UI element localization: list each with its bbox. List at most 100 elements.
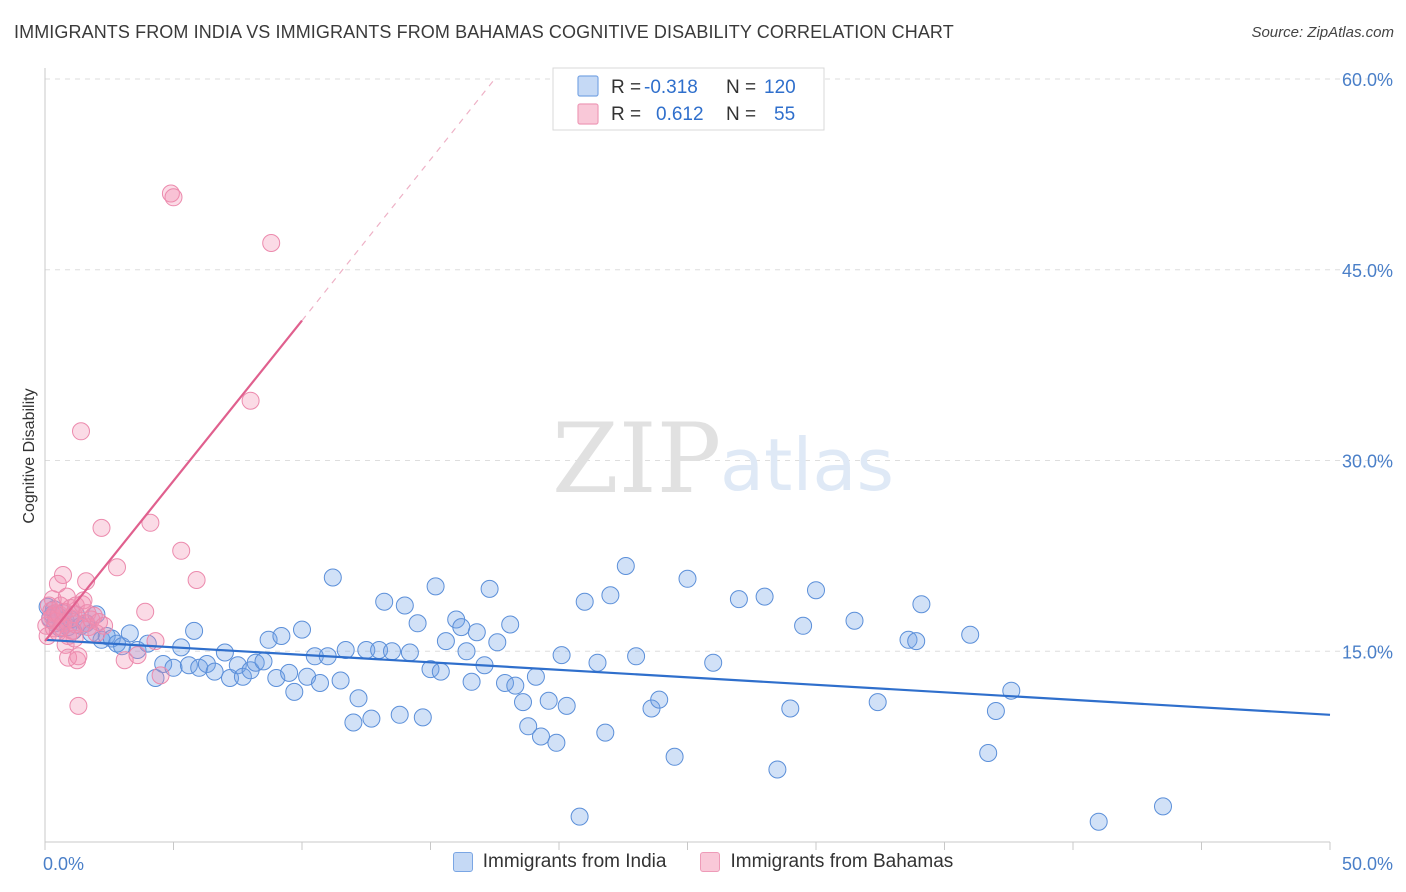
india-point-49 (311, 674, 329, 692)
india-point-79 (501, 615, 520, 634)
india-point-111 (912, 595, 931, 614)
india-point-54 (344, 713, 363, 732)
tick-labels: 15.0% 30.0% 45.0% 60.0% 0.0% 50.0% (43, 70, 1393, 874)
india-point-101 (729, 590, 748, 609)
india-point-92 (596, 723, 615, 742)
india-point-93 (601, 586, 620, 605)
india-point-25 (146, 669, 165, 687)
india-point-30 (185, 621, 204, 640)
y-tick-label-1: 30.0% (1342, 452, 1393, 472)
india-point-45 (285, 682, 304, 701)
axes (44, 68, 1331, 850)
legend-r-label-india: R = (611, 77, 641, 98)
y-axis-label: Cognitive Disability (21, 388, 38, 523)
india-point-84 (532, 727, 550, 746)
india-point-113 (979, 744, 998, 762)
legend-r-value-india: -0.318 (644, 77, 698, 98)
india-point-77 (488, 633, 507, 652)
india-point-33 (205, 662, 224, 681)
india-point-32 (197, 655, 216, 673)
india-point-60 (383, 642, 401, 661)
legend-n-label-india: N = (726, 77, 756, 98)
trend-lines (44, 78, 1331, 716)
india-point-98 (665, 747, 684, 766)
india-point-105 (794, 616, 813, 635)
india-point-85 (539, 691, 558, 710)
india-point-67 (426, 577, 445, 596)
series-india-points (38, 557, 1172, 831)
chart-source: Source: ZipAtlas.com (1251, 24, 1394, 41)
india-point-71 (452, 618, 471, 637)
india-point-46 (293, 620, 311, 639)
legend-swatch-india (577, 75, 599, 97)
india-point-82 (519, 717, 538, 736)
bahamas-point-30 (69, 696, 88, 715)
india-point-39 (246, 653, 265, 672)
bahamas-point-10 (48, 574, 67, 593)
trend-line-bahamas-extension (301, 78, 496, 321)
india-point-106 (807, 581, 825, 600)
india-point-114 (986, 702, 1005, 720)
bottom-legend-label-bahamas: Immigrants from Bahamas (730, 851, 954, 872)
y-tick-label-0: 15.0% (1342, 642, 1393, 662)
india-point-59 (375, 592, 394, 611)
india-point-62 (395, 596, 414, 615)
bottom-legend-swatch-india (452, 852, 473, 872)
india-point-99 (678, 569, 697, 588)
bahamas-point-53 (164, 188, 183, 207)
bahamas-point-56 (241, 391, 260, 410)
india-point-110 (907, 632, 926, 651)
india-point-102 (755, 587, 774, 606)
legend-n-label-bahamas: N = (726, 104, 756, 125)
india-point-72 (457, 642, 476, 661)
india-point-40 (254, 652, 273, 671)
india-point-86 (547, 733, 566, 752)
india-point-117 (1154, 797, 1172, 816)
bottom-legend: Immigrants from India Immigrants from Ba… (0, 851, 1406, 873)
bahamas-point-49 (141, 513, 160, 532)
bahamas-point-32 (72, 422, 90, 441)
india-point-89 (570, 807, 589, 826)
india-point-26 (154, 655, 173, 673)
india-point-34 (215, 643, 234, 662)
grid-lines (45, 78, 1395, 652)
bahamas-point-44 (95, 616, 114, 635)
india-point-52 (331, 671, 350, 690)
legend-swatch-bahamas (577, 103, 599, 125)
india-point-57 (362, 709, 381, 728)
bahamas-point-45 (108, 558, 126, 577)
india-point-76 (480, 579, 499, 598)
legend-r-value-bahamas: 0.612 (656, 104, 704, 125)
india-point-112 (961, 625, 980, 644)
india-point-64 (408, 614, 427, 633)
india-point-97 (650, 690, 669, 709)
x-tick-label-0: 0.0% (43, 854, 84, 874)
legend-r-label-bahamas: R = (611, 104, 641, 125)
india-point-68 (431, 662, 450, 681)
india-point-95 (627, 647, 646, 666)
india-point-116 (1089, 812, 1108, 831)
bahamas-point-48 (136, 602, 155, 621)
bottom-legend-swatch-bahamas (700, 852, 721, 872)
bahamas-point-43 (92, 518, 111, 537)
bahamas-point-55 (187, 571, 206, 589)
india-point-91 (588, 653, 607, 672)
india-point-88 (557, 696, 576, 715)
y-tick-label-3: 60.0% (1342, 70, 1393, 90)
india-point-55 (349, 689, 368, 708)
india-point-83 (526, 667, 545, 686)
india-point-109 (899, 630, 918, 649)
bahamas-point-15 (54, 566, 72, 584)
india-point-61 (390, 705, 409, 724)
legend-box: R = -0.318 N = 120 R = 0.612 N = 55 (552, 67, 825, 131)
watermark-atlas: atlas (720, 423, 894, 507)
bahamas-point-31 (69, 647, 88, 666)
india-point-65 (413, 708, 432, 727)
india-point-29 (179, 656, 198, 675)
india-point-81 (514, 693, 532, 712)
india-point-104 (781, 699, 800, 718)
india-point-78 (496, 674, 514, 692)
x-tick-label-1: 50.0% (1342, 854, 1393, 874)
y-tick-label-2: 45.0% (1342, 261, 1393, 281)
